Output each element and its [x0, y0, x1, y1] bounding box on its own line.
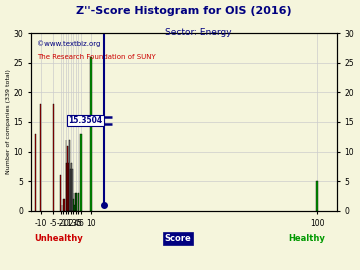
Bar: [80, 134, 81, 211]
Bar: [53, 104, 54, 211]
Bar: [60, 175, 62, 211]
Bar: [66, 163, 67, 211]
Text: Sector: Energy: Sector: Energy: [165, 28, 231, 37]
Bar: [67, 146, 68, 211]
Bar: [78, 193, 79, 211]
Text: ©www.textbiz.org: ©www.textbiz.org: [37, 40, 100, 47]
Bar: [64, 199, 65, 211]
Text: Healthy: Healthy: [288, 234, 325, 243]
Bar: [68, 163, 69, 211]
Bar: [35, 134, 36, 211]
Y-axis label: Number of companies (339 total): Number of companies (339 total): [5, 69, 10, 174]
Bar: [316, 181, 318, 211]
Bar: [73, 199, 74, 211]
Bar: [71, 163, 72, 211]
Text: 15.3504: 15.3504: [68, 116, 102, 125]
Text: The Research Foundation of SUNY: The Research Foundation of SUNY: [37, 54, 156, 60]
Bar: [76, 193, 77, 211]
Text: Unhealthy: Unhealthy: [34, 234, 83, 243]
Bar: [69, 140, 70, 211]
Bar: [40, 104, 41, 211]
Bar: [63, 199, 64, 211]
Bar: [90, 57, 91, 211]
Bar: [70, 169, 71, 211]
Title: Z''-Score Histogram for OIS (2016): Z''-Score Histogram for OIS (2016): [76, 6, 292, 16]
Bar: [75, 193, 76, 211]
Bar: [72, 169, 73, 211]
Text: Score: Score: [165, 234, 191, 243]
